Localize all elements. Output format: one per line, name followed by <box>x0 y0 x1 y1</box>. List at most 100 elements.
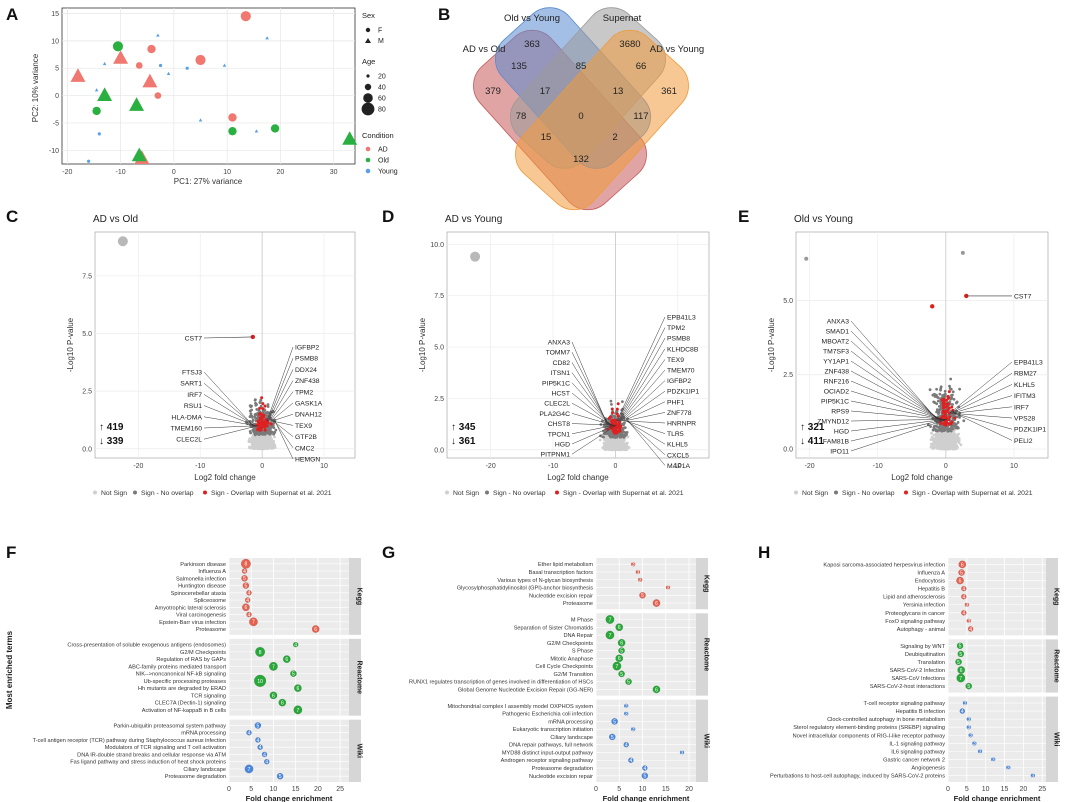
pca-point <box>142 73 158 88</box>
dotplot-point-count: 5 <box>620 672 623 678</box>
volcano-point-overlap <box>610 419 614 423</box>
dotplot-point-count: 3 <box>625 704 628 710</box>
dotplot-term-label: Modulators of TCR signaling and T cell a… <box>105 745 226 751</box>
volcano-point-sign <box>622 422 626 425</box>
volcano-gene-label-left: SART1 <box>180 381 202 388</box>
pca-legend-condition-label: Old <box>378 158 389 165</box>
volcano-y-tick-label: 5.0 <box>82 331 92 338</box>
volcano-point-overlap <box>939 422 943 426</box>
volcano-point-sign <box>612 415 616 418</box>
volcano-point-not-sign <box>263 440 266 444</box>
volcano-gene-label-right: PHF1 <box>667 399 685 406</box>
volcano-gene-label-left: TMEM160 <box>171 426 203 433</box>
dotplot-point-count: 3 <box>636 570 639 576</box>
volcano-point-overlap <box>948 415 952 419</box>
volcano-label-leader <box>624 412 666 422</box>
dotplot-term-label: Clock-controlled autophagy in bone metab… <box>827 717 945 723</box>
volcano-gene-label-right: IGFBP2 <box>295 345 319 352</box>
volcano-label-leader <box>272 420 294 426</box>
volcano-gene-label-right: KLHL5 <box>667 442 688 449</box>
volcano-point-sign <box>948 384 951 388</box>
volcano-point-not-sign <box>622 448 626 452</box>
volcano-point-overlap <box>944 398 948 402</box>
dotplot-term-label: Epstein-Barr virus infection <box>159 620 226 626</box>
dotplot-term-label: Regulation of RAS by GAPs <box>156 657 226 663</box>
pca-point <box>94 88 99 92</box>
volcano-up-count: ↑ 419 <box>99 422 124 433</box>
dotplot-term-label: Novel intracellular components of RIG-I-… <box>793 733 946 739</box>
volcano-point-not-sign <box>944 438 948 442</box>
volcano-point-overlap <box>946 408 950 412</box>
volcano-gene-label-left: ZMYND12 <box>817 419 849 426</box>
volcano-label-leader <box>203 394 255 426</box>
volcano-gene-label-right: IRF7 <box>1014 404 1029 411</box>
volcano-x-axis-label: Log2 fold change <box>194 473 256 482</box>
pca-point <box>185 66 189 70</box>
volcano-gene-label-right: KLHDC8B <box>667 346 699 353</box>
dotplot-term-label: Gastric cancer network 2 <box>883 757 945 763</box>
dotplot-term-label: Proteasome <box>563 601 593 607</box>
volcano-point-overlap <box>263 428 267 432</box>
volcano-point-not-sign <box>930 435 934 439</box>
volcano-point-sign <box>804 256 809 261</box>
dotplot-point-count: 4 <box>643 766 646 772</box>
pca-legend-sex-f-symbol <box>365 27 371 33</box>
dotplot-point-count: 3 <box>973 741 976 747</box>
volcano-legend-symbol <box>794 490 798 495</box>
volcano-point-sign <box>250 415 254 419</box>
volcano-point-not-sign <box>930 431 933 435</box>
dotplot-x-tick-label: 25 <box>1038 786 1046 793</box>
volcano-point-not-sign <box>929 445 933 449</box>
panel-f-dotplot: Kegg Parkinson disease 8 Influenza A 4 Salmon… <box>5 558 363 802</box>
dotplot-term-label: SARS-CoV-2 Infection <box>890 668 945 674</box>
volcano-point-sign <box>946 427 949 431</box>
volcano-gene-label-left: PIP5K1C <box>821 399 849 406</box>
volcano-point-not-sign <box>261 437 264 441</box>
panel-letter-h: H <box>758 543 770 562</box>
pca-point <box>158 63 163 68</box>
dotplot-point-count: 3 <box>964 701 967 707</box>
dotplot-x-tick-label: 0 <box>594 786 598 793</box>
volcano-point-overlap <box>940 398 944 402</box>
volcano-point-sign <box>949 429 953 433</box>
venn-count-adold-oldyoung-adyoung: 2 <box>612 132 617 143</box>
volcano-point-not-sign <box>948 440 951 444</box>
pca-y-tick-label: 5 <box>55 66 59 73</box>
pca-x-tick-label: 20 <box>277 169 285 176</box>
volcano-label-leader <box>571 382 611 426</box>
volcano-point-not-sign <box>612 447 616 451</box>
volcano-label-leader <box>269 380 294 422</box>
volcano-plot-area <box>795 231 1049 459</box>
volcano-gene-label-right: PDZK1IP1 <box>1014 427 1046 434</box>
volcano-gene-label-right: GTF2B <box>295 434 317 441</box>
dotplot-point-count: 4 <box>629 758 632 764</box>
volcano-label-leader <box>616 316 666 422</box>
dotplot-point-count: 6 <box>959 578 962 584</box>
pca-point <box>228 113 237 122</box>
volcano-point-sign <box>936 425 939 429</box>
panel-letter-c: C <box>6 207 18 226</box>
volcano-x-tick-label: 0 <box>613 463 617 470</box>
dotplot-point-count: 6 <box>285 657 288 663</box>
volcano-gene-label-left: HLA-DMA <box>171 414 202 421</box>
volcano-legend-symbol <box>133 490 137 495</box>
dotplot-point-count: 6 <box>296 686 299 692</box>
volcano-label-leader <box>622 390 666 422</box>
volcano-label-leader <box>618 338 666 422</box>
dotplot-point-count: 4 <box>243 569 246 575</box>
volcano-point-sign <box>612 434 616 438</box>
volcano-point-overlap <box>615 425 619 429</box>
volcano-point-overlap <box>614 428 618 432</box>
volcano-label-leader <box>270 391 294 422</box>
volcano-point-not-sign <box>608 442 611 445</box>
volcano-gene-label-right: TMEM70 <box>667 368 695 375</box>
dotplot-point-count: 5 <box>641 593 644 599</box>
volcano-point-overlap <box>261 402 265 406</box>
dotplot-term-label: Deubiquitination <box>905 652 945 658</box>
volcano-legend-symbol <box>203 490 207 495</box>
volcano-gene-label-left: FTSJ3 <box>182 370 202 377</box>
volcano-label-leader <box>266 346 294 422</box>
dotplot-x-tick-label: 0 <box>946 786 950 793</box>
pca-point <box>97 87 113 102</box>
dotplot-point-count: 7 <box>252 620 255 626</box>
